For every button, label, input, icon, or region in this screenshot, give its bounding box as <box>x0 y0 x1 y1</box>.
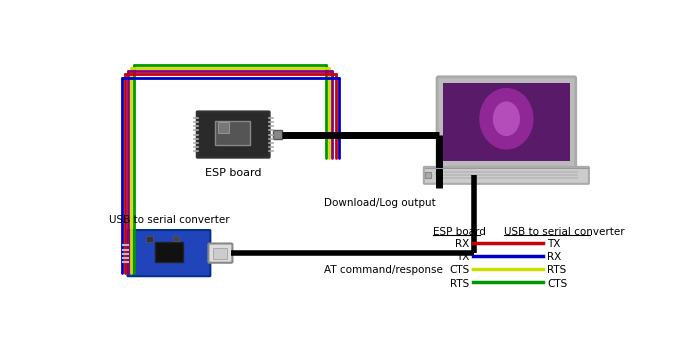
Bar <box>146 236 153 242</box>
Text: TX: TX <box>456 252 470 262</box>
Text: CTS: CTS <box>449 265 470 276</box>
FancyBboxPatch shape <box>424 167 589 184</box>
Text: RTS: RTS <box>450 278 470 289</box>
Text: USB to serial converter: USB to serial converter <box>505 227 625 237</box>
Bar <box>425 171 430 178</box>
Text: Download/Log output: Download/Log output <box>324 198 435 208</box>
Bar <box>155 242 183 262</box>
Bar <box>173 236 179 241</box>
Text: ESP board: ESP board <box>205 168 262 178</box>
Bar <box>213 248 227 258</box>
Text: RX: RX <box>547 252 561 262</box>
Bar <box>215 121 251 145</box>
Text: RTS: RTS <box>547 265 566 276</box>
Bar <box>443 83 570 161</box>
Text: TX: TX <box>547 239 561 249</box>
Text: USB to serial converter: USB to serial converter <box>108 215 229 225</box>
Ellipse shape <box>480 88 533 150</box>
Text: CTS: CTS <box>547 278 567 289</box>
Text: RX: RX <box>455 239 470 249</box>
Bar <box>435 174 578 176</box>
Text: AT command/response: AT command/response <box>324 265 442 275</box>
Bar <box>435 171 578 173</box>
Bar <box>218 122 228 133</box>
FancyBboxPatch shape <box>127 230 210 276</box>
Text: ESP board: ESP board <box>433 227 486 237</box>
FancyBboxPatch shape <box>209 244 232 263</box>
Ellipse shape <box>493 102 520 136</box>
Bar <box>273 130 282 139</box>
FancyBboxPatch shape <box>197 111 270 158</box>
Bar <box>435 177 578 179</box>
FancyBboxPatch shape <box>437 77 575 169</box>
